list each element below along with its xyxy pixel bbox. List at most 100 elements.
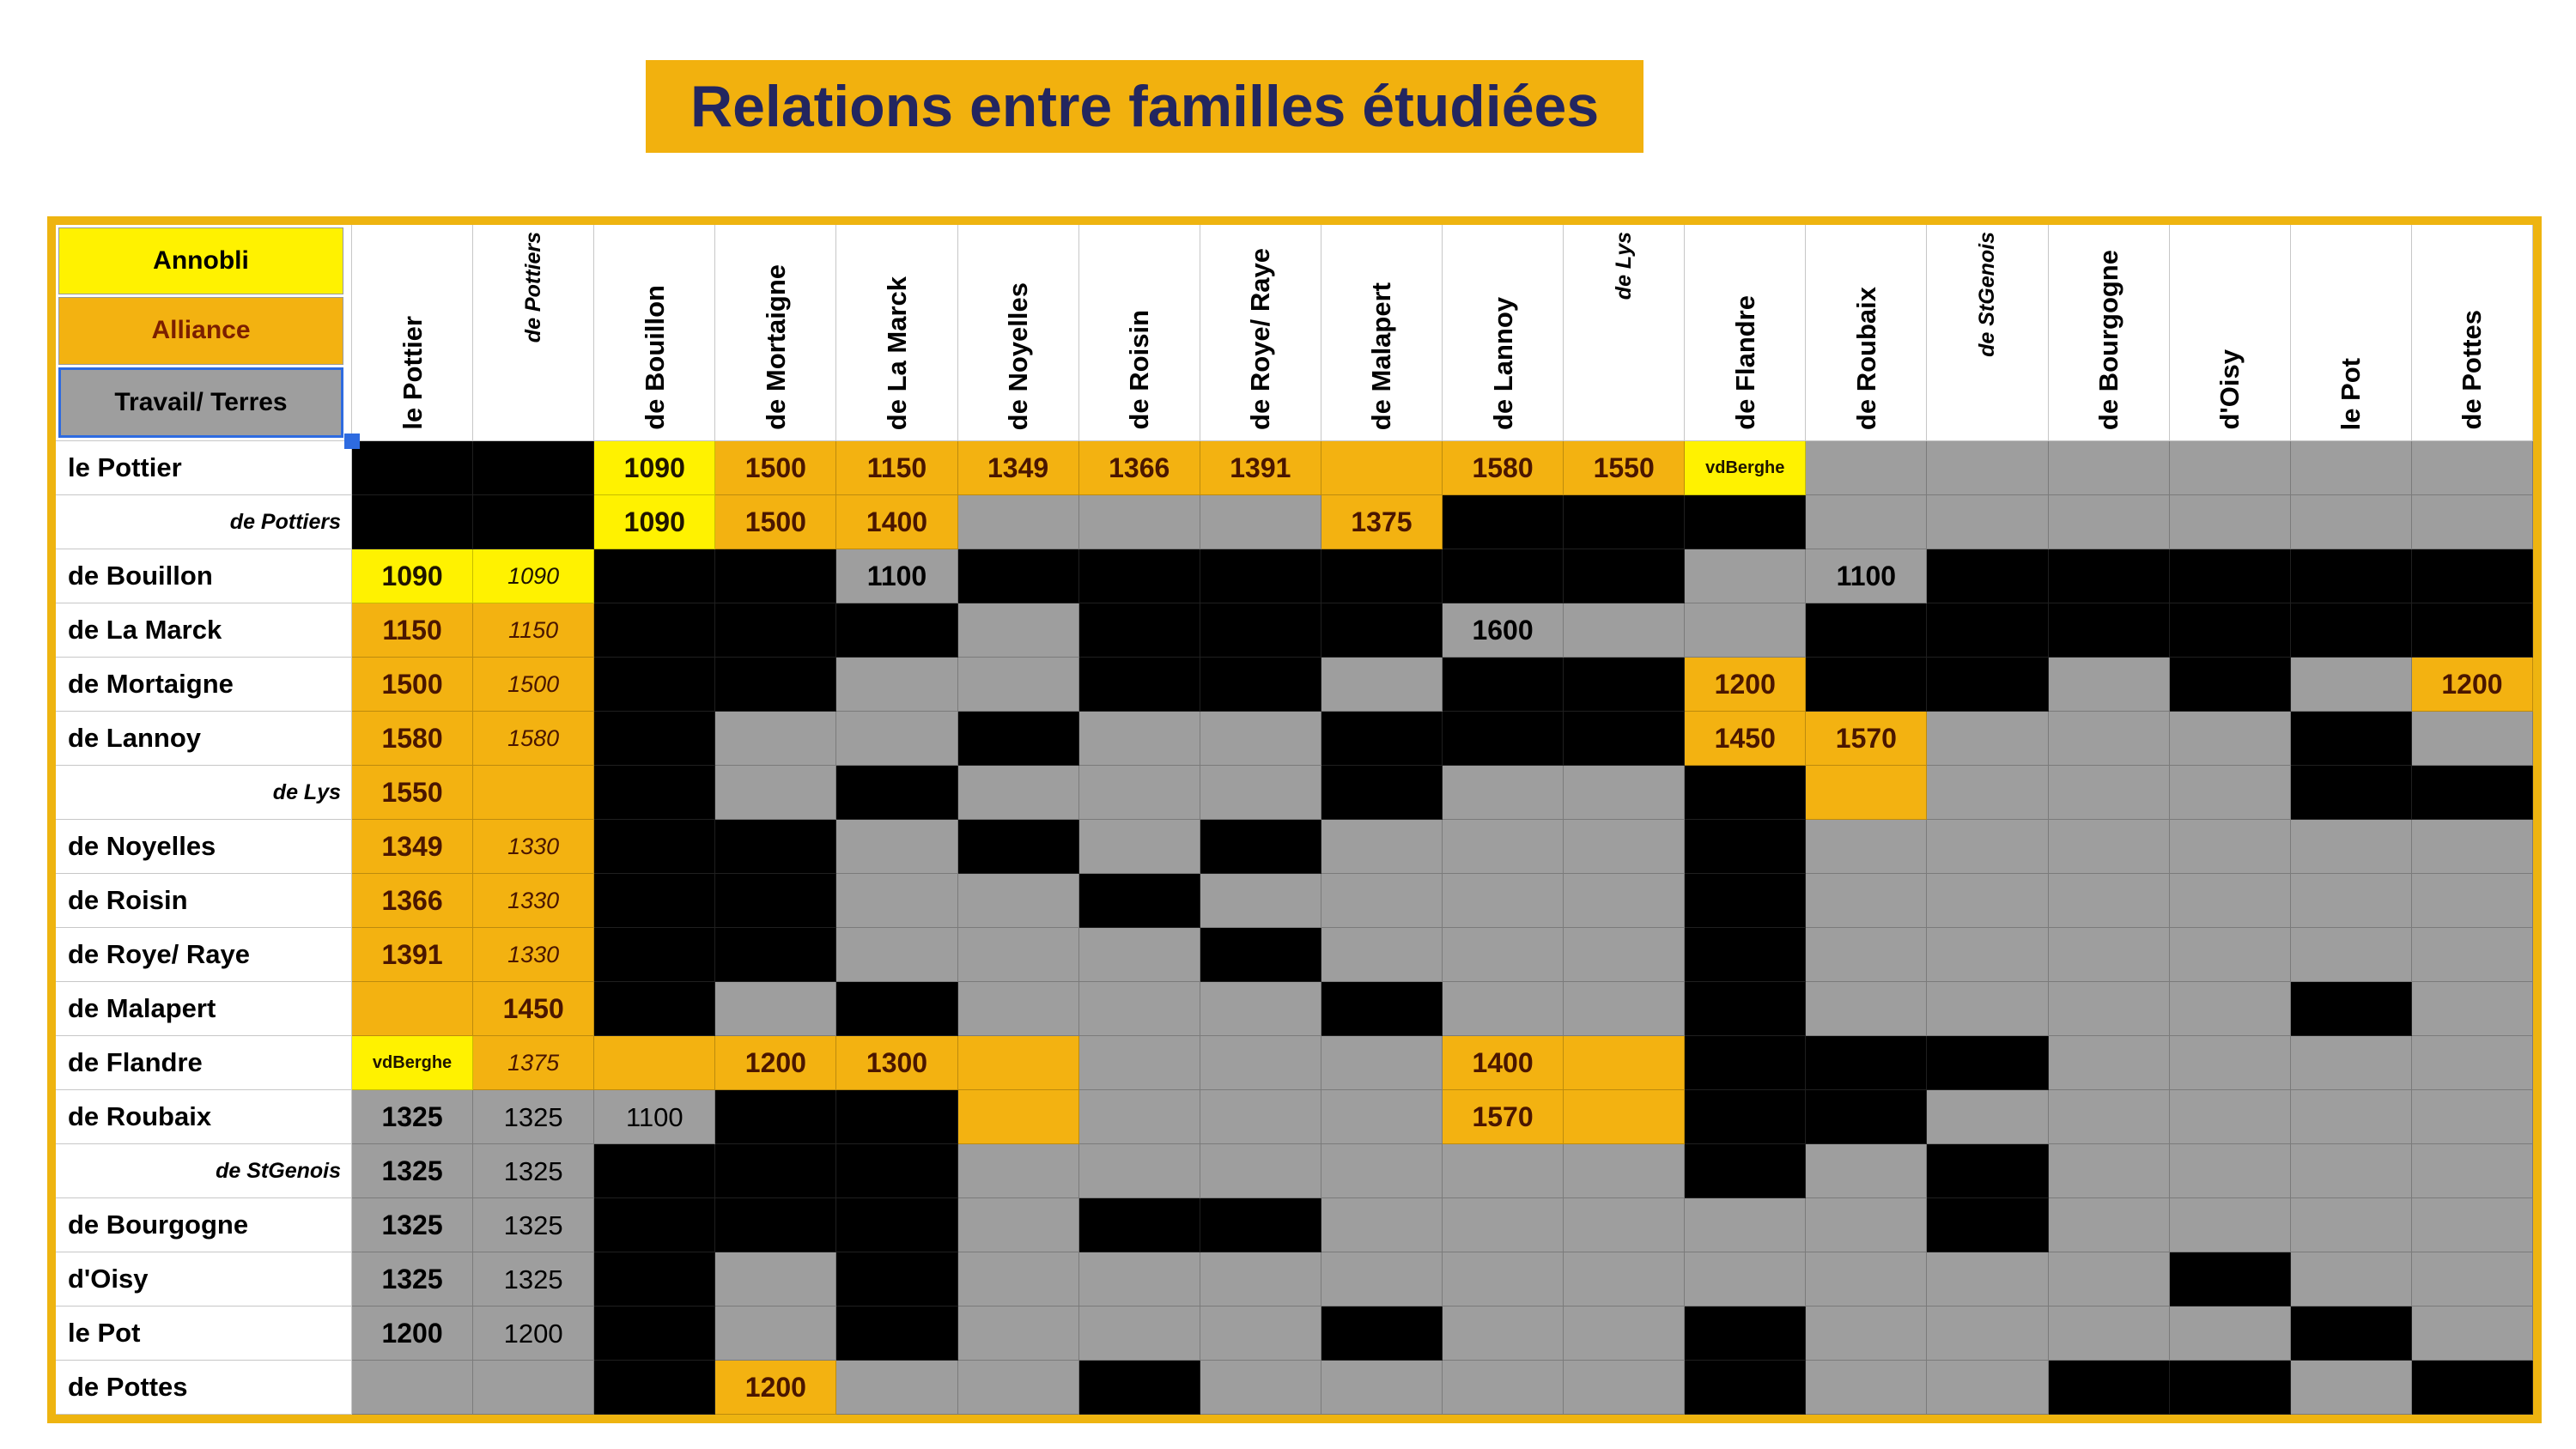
matrix-cell[interactable] — [1564, 874, 1686, 928]
matrix-cell[interactable] — [957, 1144, 1079, 1198]
matrix-cell[interactable] — [1321, 1036, 1443, 1090]
matrix-cell[interactable] — [2169, 766, 2291, 820]
matrix-cell[interactable] — [1927, 549, 2049, 603]
matrix-cell[interactable] — [352, 982, 474, 1036]
matrix-cell[interactable] — [1927, 712, 2049, 766]
matrix-cell[interactable] — [594, 928, 716, 982]
matrix-cell[interactable] — [1806, 982, 1928, 1036]
matrix-cell[interactable] — [1564, 1090, 1686, 1144]
matrix-cell[interactable] — [1078, 874, 1200, 928]
matrix-cell[interactable] — [2169, 603, 2291, 658]
matrix-cell[interactable] — [957, 603, 1079, 658]
matrix-cell[interactable] — [1564, 549, 1686, 603]
matrix-cell[interactable]: 1450 — [1685, 712, 1807, 766]
matrix-cell[interactable] — [1078, 1036, 1200, 1090]
matrix-cell[interactable] — [2048, 982, 2170, 1036]
matrix-cell[interactable] — [715, 1252, 837, 1307]
matrix-cell[interactable] — [1443, 874, 1564, 928]
matrix-cell[interactable] — [836, 928, 958, 982]
matrix-cell[interactable] — [1806, 441, 1928, 495]
matrix-cell[interactable] — [1200, 1361, 1321, 1415]
matrix-cell[interactable]: 1330 — [473, 928, 595, 982]
matrix-cell[interactable] — [1927, 820, 2049, 874]
matrix-cell[interactable]: 1330 — [473, 874, 595, 928]
matrix-cell[interactable]: 1366 — [1078, 441, 1200, 495]
matrix-cell[interactable] — [1927, 928, 2049, 982]
matrix-cell[interactable] — [1685, 1307, 1807, 1361]
matrix-cell[interactable] — [2411, 1361, 2533, 1415]
matrix-cell[interactable] — [2290, 1252, 2412, 1307]
matrix-cell[interactable] — [1564, 982, 1686, 1036]
matrix-cell[interactable] — [715, 1198, 837, 1252]
row-label[interactable]: de Bouillon — [56, 549, 352, 603]
matrix-cell[interactable] — [2411, 712, 2533, 766]
matrix-cell[interactable] — [1321, 712, 1443, 766]
matrix-cell[interactable] — [1685, 603, 1807, 658]
matrix-cell[interactable] — [1685, 1144, 1807, 1198]
matrix-cell[interactable] — [2048, 820, 2170, 874]
matrix-cell[interactable] — [1685, 982, 1807, 1036]
matrix-cell[interactable]: 1391 — [352, 928, 474, 982]
matrix-cell[interactable] — [1806, 766, 1928, 820]
matrix-cell[interactable] — [957, 1090, 1079, 1144]
matrix-cell[interactable] — [836, 1361, 958, 1415]
matrix-cell[interactable] — [1927, 441, 2049, 495]
row-label[interactable]: de Roubaix — [56, 1090, 352, 1144]
matrix-cell[interactable] — [957, 1307, 1079, 1361]
matrix-cell[interactable] — [1200, 982, 1321, 1036]
row-label[interactable]: de Pottes — [56, 1361, 352, 1415]
matrix-cell[interactable] — [715, 712, 837, 766]
matrix-cell[interactable] — [594, 549, 716, 603]
matrix-cell[interactable] — [1321, 820, 1443, 874]
matrix-cell[interactable] — [1200, 1252, 1321, 1307]
matrix-cell[interactable]: 1200 — [715, 1361, 837, 1415]
matrix-cell[interactable] — [1321, 766, 1443, 820]
matrix-cell[interactable] — [1078, 1090, 1200, 1144]
matrix-cell[interactable] — [1927, 1307, 2049, 1361]
matrix-cell[interactable] — [473, 1361, 595, 1415]
matrix-cell[interactable] — [2290, 712, 2412, 766]
matrix-cell[interactable]: 1325 — [352, 1144, 474, 1198]
row-label[interactable]: le Pottier — [56, 441, 352, 495]
matrix-cell[interactable] — [1564, 1198, 1686, 1252]
legend-cell[interactable]: Annobli Alliance Travail/ Terres — [56, 225, 360, 449]
matrix-cell[interactable] — [1927, 982, 2049, 1036]
row-label[interactable]: de La Marck — [56, 603, 352, 658]
matrix-cell[interactable]: vdBerghe — [352, 1036, 474, 1090]
column-header[interactable]: de Malapert — [1321, 225, 1443, 441]
matrix-cell[interactable] — [1927, 1144, 2049, 1198]
matrix-cell[interactable]: 1325 — [473, 1198, 595, 1252]
matrix-cell[interactable]: 1600 — [1443, 603, 1564, 658]
matrix-cell[interactable] — [594, 658, 716, 712]
column-header[interactable]: d'Oisy — [2169, 225, 2291, 441]
matrix-cell[interactable] — [1564, 603, 1686, 658]
matrix-cell[interactable]: 1500 — [352, 658, 474, 712]
matrix-cell[interactable] — [2048, 658, 2170, 712]
matrix-cell[interactable]: 1500 — [715, 495, 837, 549]
matrix-cell[interactable]: 1090 — [352, 549, 474, 603]
matrix-cell[interactable]: 1150 — [836, 441, 958, 495]
matrix-cell[interactable] — [1927, 658, 2049, 712]
matrix-cell[interactable] — [2411, 495, 2533, 549]
selection-handle[interactable] — [344, 433, 360, 449]
matrix-cell[interactable] — [1685, 1252, 1807, 1307]
matrix-cell[interactable] — [2048, 1252, 2170, 1307]
matrix-cell[interactable] — [473, 766, 595, 820]
matrix-cell[interactable] — [715, 549, 837, 603]
column-header[interactable]: de Mortaigne — [715, 225, 837, 441]
matrix-cell[interactable] — [957, 1036, 1079, 1090]
matrix-cell[interactable] — [715, 874, 837, 928]
matrix-cell[interactable] — [1321, 928, 1443, 982]
matrix-cell[interactable] — [1321, 658, 1443, 712]
matrix-cell[interactable] — [836, 1144, 958, 1198]
matrix-cell[interactable] — [594, 1252, 716, 1307]
matrix-cell[interactable] — [836, 766, 958, 820]
matrix-cell[interactable] — [836, 874, 958, 928]
matrix-cell[interactable]: 1391 — [1200, 441, 1321, 495]
row-label[interactable]: de Mortaigne — [56, 658, 352, 712]
matrix-cell[interactable]: 1325 — [473, 1090, 595, 1144]
matrix-cell[interactable] — [1200, 820, 1321, 874]
column-header[interactable]: de La Marck — [836, 225, 958, 441]
matrix-cell[interactable] — [1321, 441, 1443, 495]
matrix-cell[interactable] — [957, 928, 1079, 982]
